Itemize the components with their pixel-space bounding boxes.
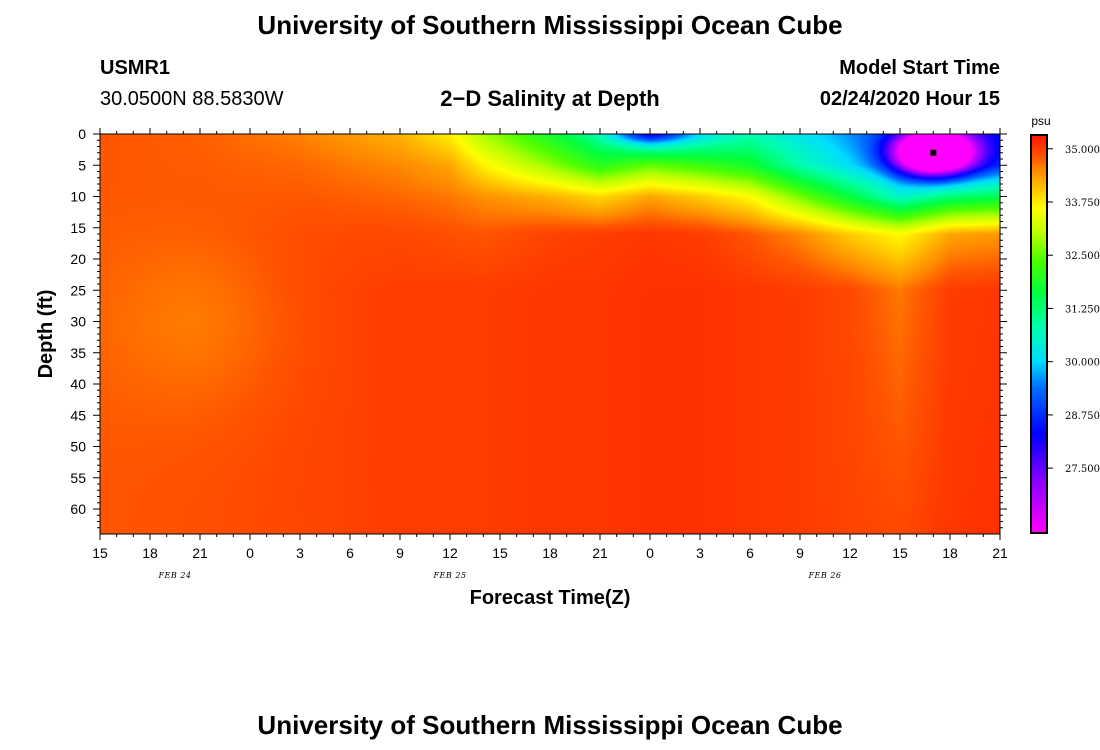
station-coordinates: 30.0500N 88.5830W	[100, 88, 284, 110]
date-labels: FEB 24 FEB 25 FEB 26	[158, 571, 842, 580]
x-tick-label: 15	[92, 545, 108, 561]
station-id: USMR1	[100, 57, 171, 79]
x-tick-label: 9	[796, 545, 804, 561]
x-tick-label: 15	[492, 545, 508, 561]
x-axis: 15 18 21 0 3 6 9 12 15 18 21 0 3 6 9 12 15 18 21	[92, 128, 1008, 561]
bottom-title: University of Southern Mississippi Ocean…	[257, 710, 843, 740]
plot-frame	[99, 133, 1001, 535]
x-tick-label: 21	[992, 545, 1008, 561]
y-tick-label: 0	[78, 126, 86, 142]
plot-title: 2−D Salinity at Depth	[440, 86, 660, 111]
y-tick-label: 10	[70, 189, 86, 205]
x-tick-label: 21	[192, 545, 208, 561]
colorbar-tick-label: 30.000	[1065, 358, 1100, 369]
x-axis-title: Forecast Time(Z)	[470, 587, 631, 609]
colorbar-tick-label: 31.250	[1065, 304, 1100, 315]
y-tick-label: 45	[70, 407, 86, 423]
colorbar-ticks: 35.000 33.750 32.500 31.250 30.000 28.750 27.5…	[1048, 145, 1100, 475]
colorbar-canvas	[1032, 136, 1046, 532]
y-tick-label: 25	[70, 282, 86, 298]
y-tick-label: 15	[70, 220, 86, 236]
y-tick-label: 30	[70, 314, 86, 330]
x-tick-label: 21	[592, 545, 608, 561]
y-tick-label: 40	[70, 376, 86, 392]
top-title: University of Southern Mississippi Ocean…	[257, 10, 843, 40]
colorbar-tick-label: 33.750	[1065, 198, 1100, 209]
colorbar-tick-label: 35.000	[1065, 145, 1100, 156]
colorbar-tick-label: 27.500	[1065, 464, 1100, 475]
y-tick-label: 60	[70, 501, 86, 517]
date-label: FEB 24	[158, 571, 192, 580]
heatmap-canvas	[100, 134, 1000, 534]
x-tick-label: 6	[346, 545, 354, 561]
y-axis: 0 5 10 15 20 25 30 35 40 45 50 55 60	[70, 126, 1007, 529]
model-start-value: 02/24/2020 Hour 15	[819, 88, 1000, 110]
colorbar-tick-label: 32.500	[1065, 251, 1100, 262]
y-tick-label: 20	[70, 251, 86, 267]
colorbar-tick-label: 28.750	[1065, 411, 1100, 422]
x-tick-label: 18	[542, 545, 558, 561]
x-tick-label: 0	[646, 545, 654, 561]
x-tick-label: 3	[696, 545, 704, 561]
date-label: FEB 25	[433, 571, 467, 580]
x-tick-label: 12	[442, 545, 458, 561]
minimum-marker	[930, 149, 937, 156]
colorbar	[1030, 134, 1048, 534]
x-tick-label: 3	[296, 545, 304, 561]
salinity-heatmap	[100, 134, 1000, 534]
x-tick-label: 15	[892, 545, 908, 561]
y-tick-label: 35	[70, 345, 86, 361]
x-tick-label: 12	[842, 545, 858, 561]
y-tick-label: 55	[70, 470, 86, 486]
y-tick-label: 50	[70, 439, 86, 455]
x-tick-label: 6	[746, 545, 754, 561]
x-tick-label: 9	[396, 545, 404, 561]
plot-border	[99, 133, 1001, 535]
x-tick-label: 18	[942, 545, 958, 561]
x-tick-label: 0	[246, 545, 254, 561]
y-axis-title: Depth (ft)	[35, 290, 57, 379]
x-tick-label: 18	[142, 545, 158, 561]
date-label: FEB 26	[808, 571, 842, 580]
model-start-label: Model Start Time	[839, 57, 1000, 79]
colorbar-unit: psu	[1031, 114, 1050, 128]
y-tick-label: 5	[78, 157, 86, 173]
